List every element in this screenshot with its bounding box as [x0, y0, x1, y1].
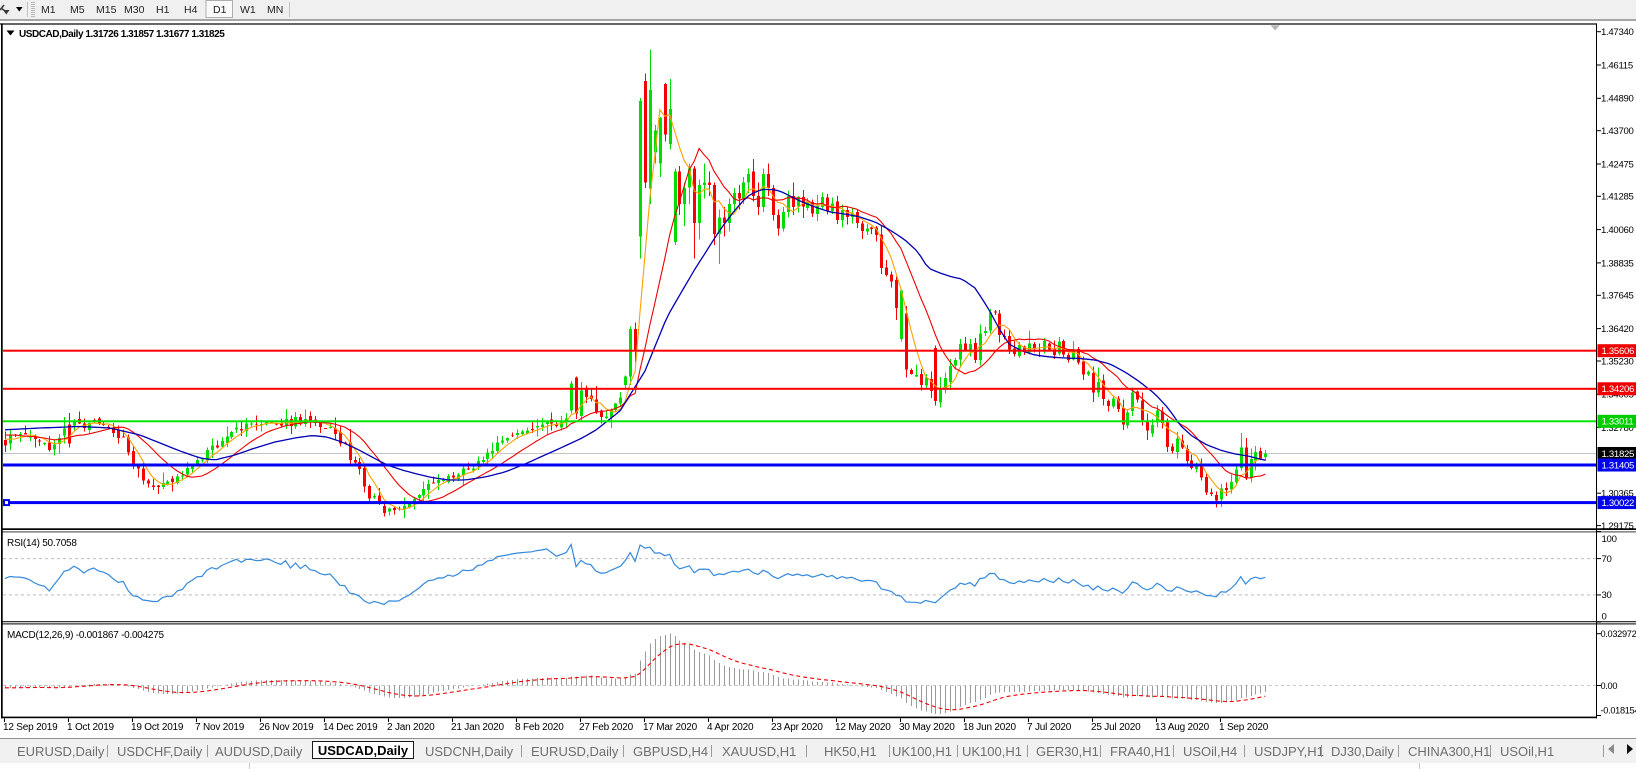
svg-text:1.35230: 1.35230 [1601, 356, 1634, 367]
svg-text:14 Dec 2019: 14 Dec 2019 [323, 722, 378, 733]
svg-text:21 Jan 2020: 21 Jan 2020 [451, 722, 504, 733]
svg-text:4 Apr 2020: 4 Apr 2020 [707, 722, 754, 733]
svg-text:1.36420: 1.36420 [1601, 324, 1634, 335]
svg-text:12 May 2020: 12 May 2020 [835, 722, 891, 733]
svg-text:23 Apr 2020: 23 Apr 2020 [771, 722, 823, 733]
svg-text:1.46115: 1.46115 [1601, 60, 1633, 71]
svg-text:100: 100 [1602, 534, 1617, 545]
svg-text:30 May 2020: 30 May 2020 [899, 722, 955, 733]
svg-text:0.032972: 0.032972 [1601, 629, 1636, 639]
svg-text:-0.018154: -0.018154 [1601, 705, 1636, 715]
svg-text:1.30365: 1.30365 [1601, 489, 1634, 500]
svg-text:1.34206: 1.34206 [1602, 384, 1635, 395]
svg-text:18 Jun 2020: 18 Jun 2020 [963, 722, 1016, 733]
svg-text:25 Jul 2020: 25 Jul 2020 [1091, 722, 1141, 733]
svg-text:1.37645: 1.37645 [1601, 291, 1634, 302]
svg-text:13 Aug 2020: 13 Aug 2020 [1155, 722, 1210, 733]
svg-text:1.31825: 1.31825 [1602, 449, 1635, 460]
svg-text:1.29175: 1.29175 [1601, 521, 1634, 532]
svg-text:8 Feb 2020: 8 Feb 2020 [515, 722, 564, 733]
svg-text:17 Mar 2020: 17 Mar 2020 [643, 722, 698, 733]
svg-text:1.35606: 1.35606 [1602, 346, 1635, 357]
svg-text:26 Nov 2019: 26 Nov 2019 [259, 722, 314, 733]
svg-text:7 Jul 2020: 7 Jul 2020 [1027, 722, 1072, 733]
svg-text:1.43700: 1.43700 [1601, 126, 1634, 137]
svg-text:1.42475: 1.42475 [1601, 159, 1634, 170]
svg-text:30: 30 [1602, 590, 1612, 601]
svg-text:1 Sep 2020: 1 Sep 2020 [1219, 722, 1269, 733]
svg-text:1.31405: 1.31405 [1602, 460, 1635, 471]
svg-text:1.40060: 1.40060 [1601, 225, 1634, 236]
svg-text:7 Nov 2019: 7 Nov 2019 [195, 722, 245, 733]
svg-text:1.47340: 1.47340 [1601, 27, 1634, 38]
svg-text:USDCAD,Daily 1.31726 1.31857: USDCAD,Daily 1.31726 1.31857 1.31677 1.3… [19, 29, 225, 40]
svg-text:1.33011: 1.33011 [1602, 417, 1634, 428]
svg-text:12 Sep 2019: 12 Sep 2019 [3, 722, 58, 733]
svg-text:MACD(12,26,9) -0.001867 -0.004: MACD(12,26,9) -0.001867 -0.004275 [7, 630, 165, 641]
svg-text:1 Oct 2019: 1 Oct 2019 [67, 722, 115, 733]
svg-text:1.44890: 1.44890 [1601, 94, 1634, 105]
svg-text:1.41285: 1.41285 [1601, 192, 1634, 203]
svg-text:1.32780: 1.32780 [1601, 423, 1634, 434]
svg-text:70: 70 [1602, 554, 1612, 565]
svg-text:1.30022: 1.30022 [1602, 498, 1635, 509]
svg-text:1.38835: 1.38835 [1601, 258, 1634, 269]
svg-text:27 Feb 2020: 27 Feb 2020 [579, 722, 634, 733]
svg-text:19 Oct 2019: 19 Oct 2019 [131, 722, 184, 733]
svg-text:2 Jan 2020: 2 Jan 2020 [387, 722, 435, 733]
svg-text:0: 0 [1602, 611, 1607, 622]
svg-text:RSI(14) 50.7058: RSI(14) 50.7058 [7, 538, 77, 549]
svg-text:0.00: 0.00 [1601, 681, 1618, 691]
